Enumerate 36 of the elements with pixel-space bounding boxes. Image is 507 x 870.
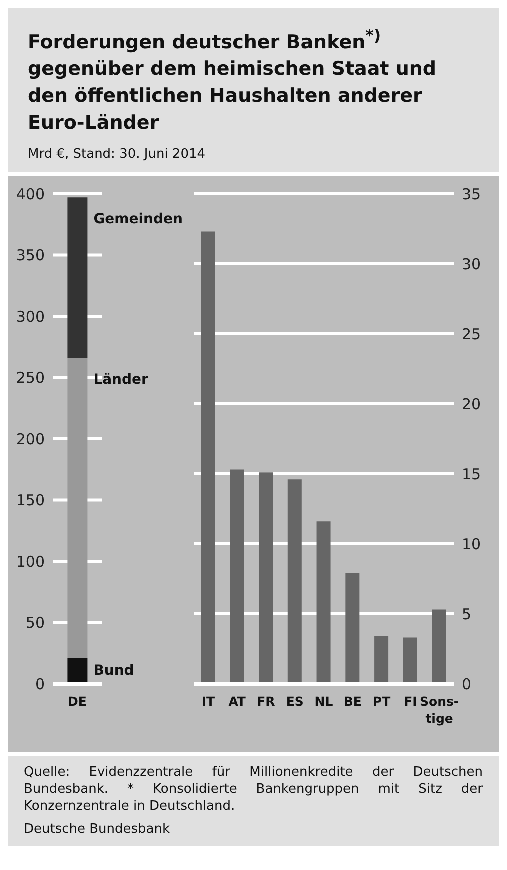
y-tick-label: 50 [26, 614, 45, 632]
x-tick-label: PT [372, 694, 392, 710]
x-tick-label: IT [202, 694, 216, 710]
y-tick-label: 300 [16, 308, 45, 326]
x-tick-label: FR [257, 694, 276, 710]
y-tick-label: 0 [35, 676, 45, 694]
source-note: Quelle: Evidenzzentrale für Millionenkredite der Deutschen Bundesbank. * Konsolidierte Bankengruppen mit Sitz der Konzernzentrale in Deutschland. [24, 764, 483, 816]
text: Deutsche Bundesbank [24, 821, 172, 838]
y-tick-label: 250 [16, 369, 45, 388]
bar [68, 198, 88, 358]
series-label: Gemeinden [94, 212, 184, 228]
y2-tick-label: 30 [462, 256, 482, 274]
series-label: Länder [94, 372, 149, 388]
x-tick-label: FI [404, 694, 418, 710]
y-tick-label: 350 [16, 246, 45, 265]
x-tick-label: NL [314, 694, 334, 710]
y2-tick-label: 15 [462, 466, 482, 484]
y2-tick-label: 20 [462, 396, 482, 414]
x-tick-label: AT [228, 694, 246, 710]
x-tick-label: ES [286, 694, 304, 710]
y-tick-label: 200 [16, 430, 45, 449]
y2-tick-label: 0 [462, 676, 472, 694]
y2-tick-label: 25 [462, 326, 482, 344]
x-tick-label: Sons-tige [420, 694, 460, 726]
y-tick-label: 150 [16, 492, 45, 510]
y2-tick-label: 5 [462, 606, 472, 624]
y2-tick-label: 10 [462, 536, 482, 554]
x-tick-label: DE [68, 694, 87, 710]
chart-subtitle: Mrd €, Stand: 30. Juni 2014 [28, 147, 207, 162]
y2-tick-label: 35 [462, 186, 482, 204]
series-label: Bund [94, 663, 134, 680]
bar [68, 358, 88, 659]
text: Forderungen deutscher Banken$^{*)}$ gegenüber dem heimischen Staat und den öffentlichen Haushalten anderer Euro-Länder [28, 25, 438, 136]
y-tick-label: 100 [16, 553, 45, 572]
y-tick-label: 400 [16, 186, 45, 204]
x-tick-label: BE [344, 694, 362, 710]
